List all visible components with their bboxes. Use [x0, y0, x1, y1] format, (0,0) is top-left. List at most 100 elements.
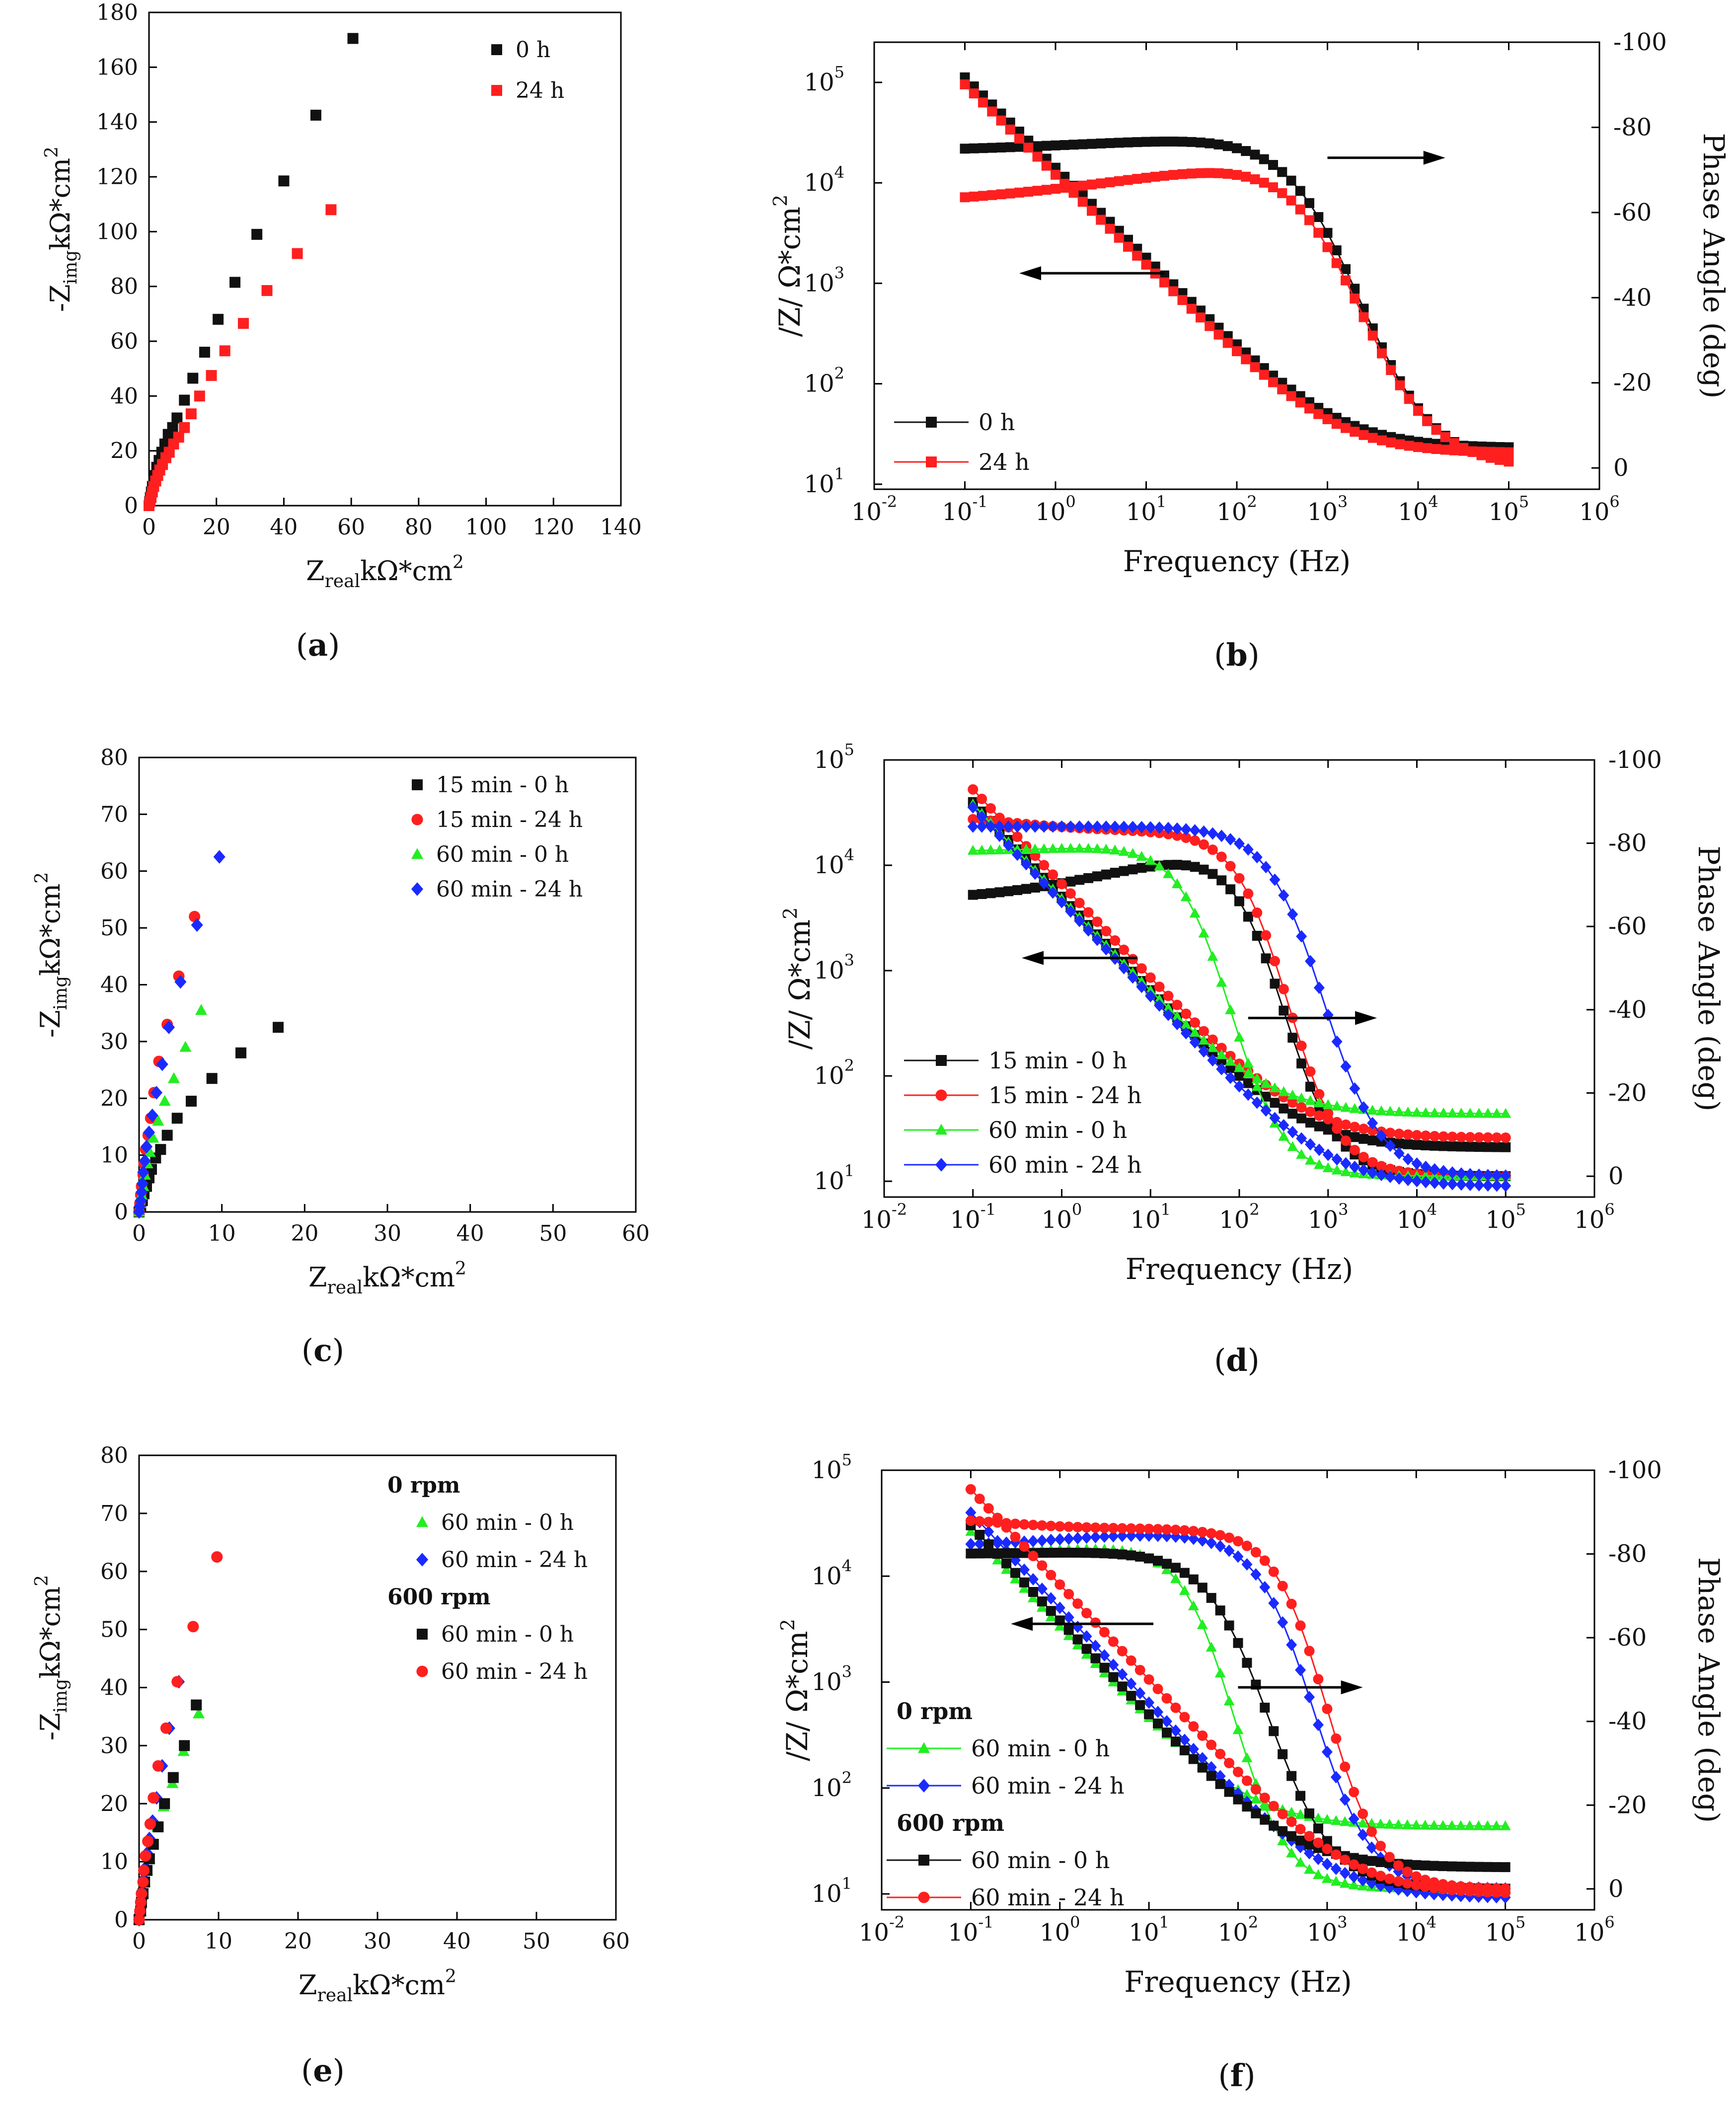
y-left-tick-label: 101: [814, 1161, 854, 1195]
direction-arrow: [1022, 951, 1137, 965]
x-tick-exponent: 5: [1519, 492, 1529, 511]
impedance-point: [983, 1525, 994, 1538]
phase-point: [1252, 907, 1263, 918]
impedance-point: [1012, 848, 1023, 861]
impedance-point: [1196, 312, 1206, 323]
legend-header: 600 rpm: [897, 1809, 1004, 1836]
phase-point: [1429, 1163, 1440, 1176]
impedance-point: [1136, 980, 1147, 993]
impedance-point: [1023, 143, 1034, 153]
y-tick-label: 0: [124, 493, 138, 519]
impedance-point: [960, 79, 970, 89]
impedance-point: [1159, 277, 1169, 288]
phase-point: [1455, 1881, 1466, 1892]
impedance-point: [1304, 1847, 1315, 1860]
phase-point: [1179, 1568, 1190, 1578]
y-left-tick-label: 101: [812, 1874, 852, 1908]
impedance-point: [1172, 999, 1183, 1010]
phase-point: [992, 1517, 1003, 1528]
impedance-point: [1438, 1861, 1448, 1872]
data-point: [219, 345, 230, 357]
impedance-point: [1168, 286, 1179, 297]
impedance-point: [1341, 1119, 1351, 1130]
y-left-tick-exponent: 2: [844, 1056, 854, 1075]
impedance-point: [1456, 1141, 1466, 1152]
y-left-tick-label: 105: [814, 740, 854, 774]
phase-point: [1295, 1857, 1306, 1867]
impedance-point: [1402, 1106, 1414, 1117]
impedance-point: [1429, 1819, 1440, 1830]
impedance-point: [978, 97, 988, 108]
phase-point: [1188, 1532, 1199, 1545]
phase-point: [1023, 186, 1034, 197]
impedance-point: [1367, 1166, 1378, 1179]
impedance-point: [1286, 1831, 1297, 1841]
phase-point: [1304, 1691, 1315, 1704]
impedance-point: [1350, 427, 1360, 437]
x-axis-label-sup: 2: [455, 1259, 466, 1279]
impedance-point: [1154, 993, 1165, 1004]
phase-point: [1003, 820, 1014, 833]
impedance-point: [1207, 1034, 1218, 1045]
phase-point: [1172, 860, 1182, 870]
impedance-point: [1260, 1814, 1270, 1825]
x-tick-label: 103: [1307, 492, 1348, 526]
impedance-point: [1036, 1582, 1048, 1595]
impedance-point: [1014, 134, 1024, 144]
x-tick-label: 106: [1574, 1913, 1614, 1947]
phase-point: [968, 814, 979, 825]
phase-point: [1213, 139, 1224, 150]
impedance-point: [1152, 1683, 1163, 1694]
impedance-point: [1117, 1668, 1128, 1681]
impedance-point: [1154, 981, 1165, 992]
impedance-point: [1314, 1110, 1325, 1121]
data-point: [133, 1914, 145, 1926]
phase-point: [1021, 843, 1032, 854]
legend-label: 15 min - 24 h: [988, 1082, 1142, 1109]
data-point: [137, 1165, 150, 1179]
impedance-point: [1482, 1820, 1493, 1830]
impedance-point: [1504, 447, 1514, 457]
phase-point: [966, 1548, 976, 1559]
impedance-point: [1046, 1606, 1056, 1616]
impedance-point: [1358, 1854, 1368, 1865]
impedance-point: [1491, 1132, 1502, 1143]
data-point: [187, 373, 199, 384]
impedance-point: [1465, 1132, 1476, 1143]
impedance-point: [1003, 839, 1014, 852]
data-point: [144, 1146, 156, 1157]
legend-label: 60 min - 0 h: [441, 1510, 574, 1535]
x-tick-label: 50: [539, 1221, 567, 1246]
data-point: [185, 408, 197, 420]
impedance-point: [1483, 1132, 1493, 1143]
x-axis-label-sub: real: [317, 1985, 353, 2006]
phase-point: [1190, 862, 1200, 872]
phase-point: [1003, 886, 1014, 897]
impedance-point: [1010, 1568, 1021, 1578]
phase-point: [1029, 843, 1041, 854]
data-point: [213, 850, 226, 864]
phase-point: [1028, 1519, 1039, 1530]
phase-point: [1099, 1548, 1110, 1559]
x-tick-base: 10: [1489, 498, 1519, 526]
phase-point: [1083, 820, 1094, 833]
impedance-point: [1313, 1097, 1325, 1108]
panel-b-bode: 10-2 10-1 100 101 102 103 104 105 10610110210310…: [769, 28, 1731, 673]
phase-point: [1241, 171, 1251, 182]
panel-label-letter: e: [313, 2052, 332, 2089]
y-tick-label: 10: [100, 1849, 128, 1875]
impedance-point: [1403, 1129, 1414, 1140]
phase-point: [1385, 1163, 1396, 1174]
x-tick-base: 10: [1485, 1919, 1515, 1947]
impedance-point: [1322, 414, 1333, 424]
impedance-point: [1189, 1027, 1201, 1037]
panel-label-close: ): [1248, 637, 1260, 673]
x-tick-label: 105: [1489, 492, 1529, 526]
impedance-point: [1251, 1808, 1261, 1818]
data-point: [171, 1113, 183, 1124]
phase-point: [1357, 1828, 1368, 1841]
phase-point: [1491, 1883, 1502, 1894]
legend-marker: [926, 456, 937, 467]
impedance-point: [1412, 1129, 1422, 1140]
phase-point: [1349, 1082, 1360, 1095]
